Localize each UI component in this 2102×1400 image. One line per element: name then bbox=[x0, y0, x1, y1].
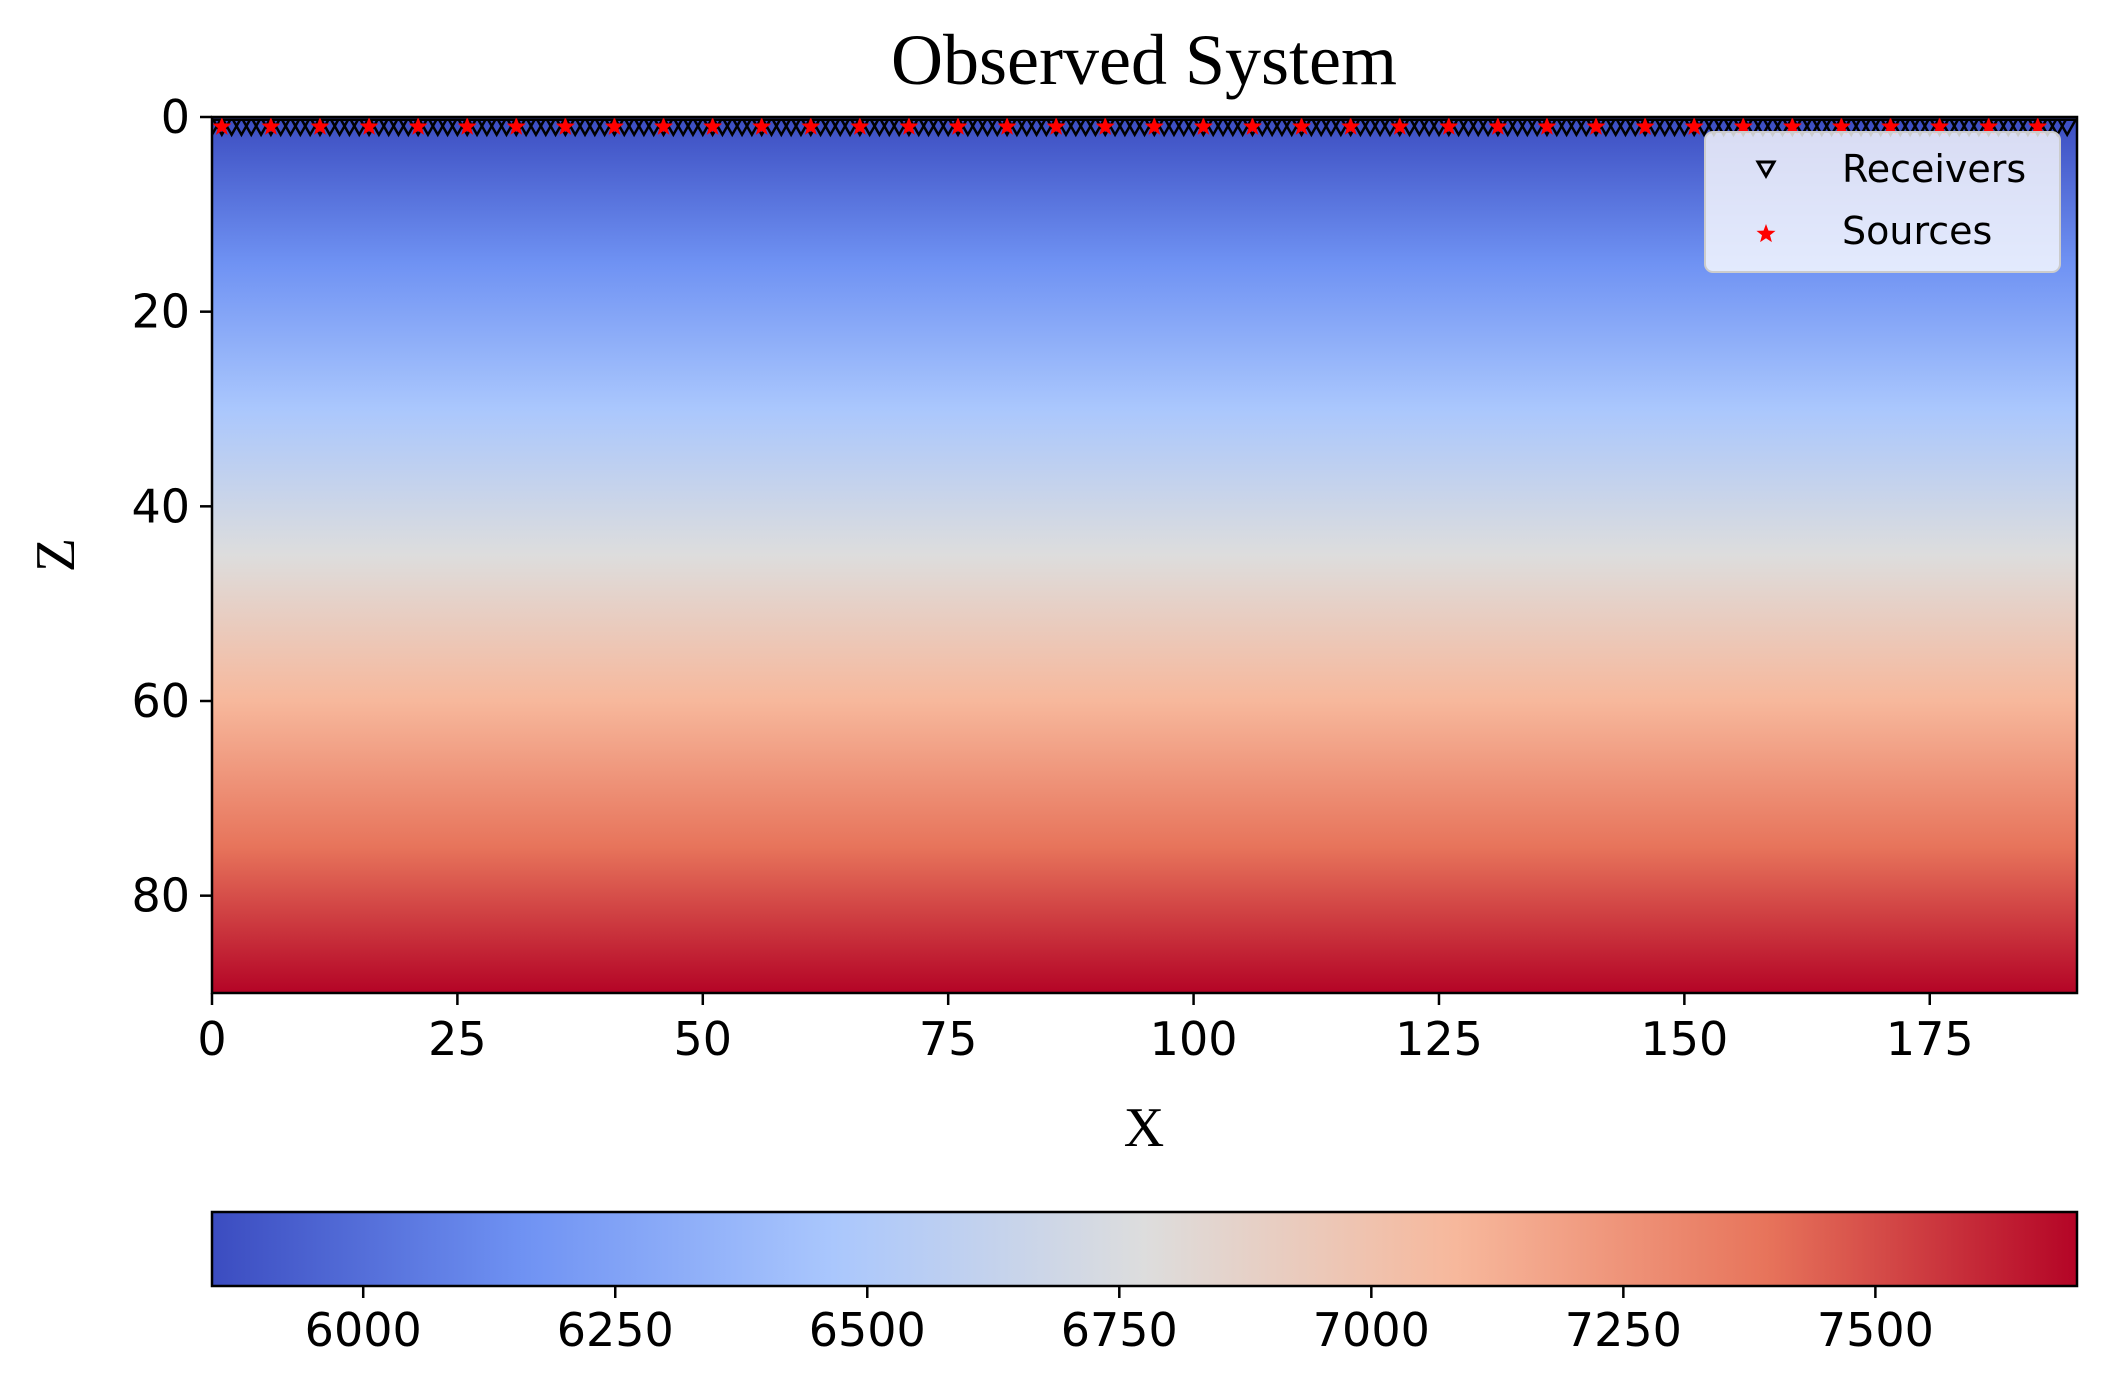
x-tick-label: 25 bbox=[428, 1012, 487, 1066]
colorbar-ticks: 6000 6250 6500 6750 7000 7250 7500 bbox=[305, 1286, 1934, 1357]
source-marker bbox=[1144, 117, 1164, 135]
source-marker bbox=[457, 117, 477, 135]
source-marker bbox=[1242, 117, 1262, 135]
source-marker bbox=[506, 117, 526, 135]
source-marker bbox=[359, 117, 379, 135]
y-axis-ticks: 0 20 40 60 80 bbox=[131, 90, 212, 923]
x-axis-label: X bbox=[1124, 1097, 1164, 1159]
acquisition-markers bbox=[212, 117, 2077, 138]
source-marker bbox=[2028, 117, 2048, 135]
x-tick-label: 175 bbox=[1886, 1012, 1974, 1066]
x-tick-label: 125 bbox=[1395, 1012, 1483, 1066]
source-marker bbox=[801, 117, 821, 135]
source-marker bbox=[899, 117, 919, 135]
source-marker bbox=[1439, 117, 1459, 135]
legend-box bbox=[1704, 131, 2061, 273]
source-marker bbox=[1193, 117, 1213, 135]
colorbar-tick-label: 6250 bbox=[557, 1303, 674, 1357]
source-marker bbox=[997, 117, 1017, 135]
y-tick-label: 60 bbox=[131, 674, 190, 728]
source-marker bbox=[604, 117, 624, 135]
colorbar-tick-label: 7000 bbox=[1313, 1303, 1430, 1357]
y-axis-label: Z bbox=[25, 538, 87, 572]
source-marker bbox=[1831, 117, 1851, 135]
source-marker bbox=[555, 117, 575, 135]
legend-receiver-marker bbox=[1755, 160, 1777, 180]
source-marker bbox=[1930, 117, 1950, 135]
source-marker bbox=[1586, 117, 1606, 135]
source-marker bbox=[212, 117, 232, 135]
source-marker bbox=[1880, 117, 1901, 135]
legend-source-marker bbox=[1756, 224, 1776, 243]
chart-title: Observed System bbox=[891, 20, 1397, 100]
legend-label-receivers: Receivers bbox=[1842, 147, 2026, 191]
y-tick-label: 0 bbox=[161, 90, 190, 144]
source-marker bbox=[752, 117, 772, 135]
source-marker bbox=[1537, 117, 1557, 135]
legend-label-sources: Sources bbox=[1842, 209, 1992, 253]
y-tick-label: 80 bbox=[131, 869, 190, 923]
colorbar-tick-label: 6500 bbox=[809, 1303, 926, 1357]
x-tick-label: 100 bbox=[1150, 1012, 1238, 1066]
source-marker bbox=[261, 117, 281, 135]
colorbar: 6000 6250 6500 6750 7000 7250 7500 bbox=[210, 1210, 2079, 1357]
colorbar-tick-label: 6000 bbox=[305, 1303, 422, 1357]
colorbar-frame bbox=[210, 1210, 2079, 1288]
source-marker bbox=[1046, 117, 1066, 135]
source-marker bbox=[948, 117, 968, 135]
source-marker bbox=[703, 117, 723, 135]
source-marker bbox=[850, 117, 870, 135]
source-marker bbox=[310, 117, 330, 135]
plot-frame bbox=[210, 115, 2079, 995]
source-marker bbox=[1635, 117, 1655, 135]
colorbar-tick-label: 7250 bbox=[1565, 1303, 1682, 1357]
colorbar-tick-label: 7500 bbox=[1817, 1303, 1934, 1357]
receiver-marker bbox=[2056, 118, 2077, 138]
source-marker bbox=[408, 117, 428, 135]
source-marker bbox=[654, 117, 674, 135]
x-tick-label: 0 bbox=[197, 1012, 226, 1066]
source-marker bbox=[1292, 117, 1312, 135]
x-tick-label: 75 bbox=[919, 1012, 978, 1066]
colorbar-fill bbox=[212, 1212, 2077, 1286]
legend: Receivers Sources bbox=[1704, 131, 2061, 273]
source-marker bbox=[1979, 117, 1999, 135]
colorbar-tick-label: 6750 bbox=[1061, 1303, 1178, 1357]
source-marker bbox=[1488, 117, 1508, 135]
source-marker bbox=[1733, 117, 1753, 135]
x-tick-label: 50 bbox=[674, 1012, 733, 1066]
source-marker bbox=[1782, 117, 1802, 135]
source-marker bbox=[1390, 117, 1410, 135]
y-tick-label: 40 bbox=[131, 479, 190, 533]
source-marker bbox=[1095, 117, 1115, 135]
source-marker bbox=[1684, 117, 1704, 135]
y-tick-label: 20 bbox=[131, 285, 190, 339]
x-tick-label: 150 bbox=[1640, 1012, 1728, 1066]
x-axis-ticks: 0 25 50 75 100 125 150 175 bbox=[197, 993, 1974, 1066]
source-marker bbox=[1341, 117, 1361, 135]
